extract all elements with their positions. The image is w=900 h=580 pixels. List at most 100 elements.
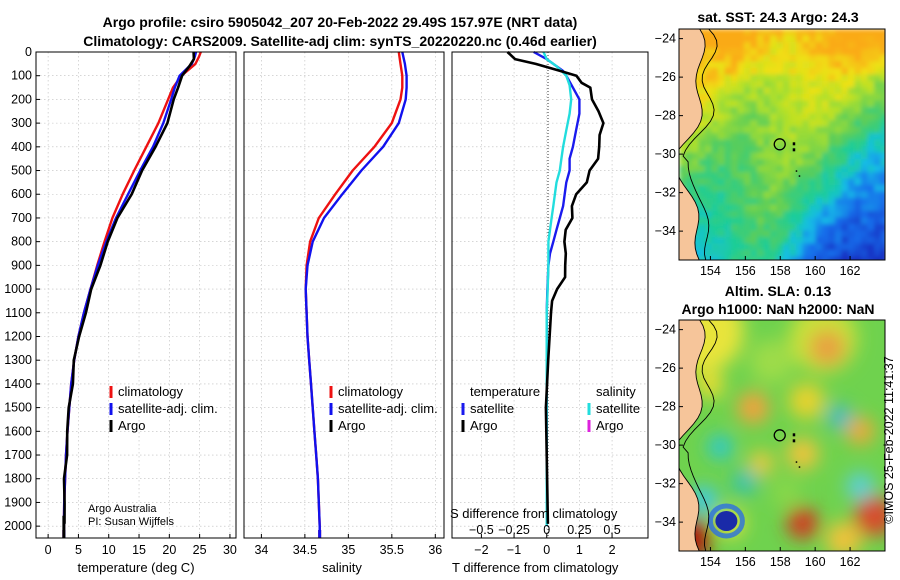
sst-cell — [789, 29, 797, 37]
sst-cell — [750, 237, 758, 245]
sst-cell — [848, 217, 856, 225]
sst-cell — [750, 250, 758, 258]
sst-cell — [737, 165, 745, 173]
sst-cell — [809, 139, 817, 147]
sst-cell — [731, 204, 739, 212]
sst-cell — [783, 68, 791, 76]
sst-cell — [789, 68, 797, 76]
sst-cell — [841, 191, 849, 199]
sst-cell — [796, 185, 804, 193]
sst-cell — [737, 113, 745, 121]
y-tick-label: 1500 — [4, 401, 32, 415]
temperature-xlabel: temperature (deg C) — [77, 560, 194, 575]
sst-cell — [796, 211, 804, 219]
sst-cell — [841, 146, 849, 154]
sst-cell — [880, 159, 885, 167]
sst-cell — [770, 198, 778, 206]
y-tick-label: 600 — [11, 187, 32, 201]
sst-cell — [744, 198, 752, 206]
x-tick-label: 20 — [162, 543, 176, 557]
sst-cell — [763, 243, 771, 251]
sst-cell — [796, 100, 804, 108]
sst-cell — [724, 94, 732, 102]
sst-cell — [815, 42, 823, 50]
sst-cell — [718, 126, 726, 134]
sst-cell — [848, 204, 856, 212]
sst-cell — [770, 230, 778, 238]
map-x-tick-label: 154 — [700, 555, 721, 569]
sst-cell — [822, 87, 830, 95]
sst-cell — [692, 237, 700, 245]
sst-cell — [757, 100, 765, 108]
sst-cell — [757, 68, 765, 76]
sst-cell — [802, 74, 810, 82]
sst-cell — [705, 243, 713, 251]
salinity-panel: 34 34.5 35 35.5 36 salinity climatology sate… — [243, 51, 445, 575]
sst-cell — [711, 113, 719, 121]
sst-cell — [711, 198, 719, 206]
sst-cell — [711, 230, 719, 238]
difference-xlabel: T difference from climatology — [452, 560, 619, 575]
sst-cell — [841, 94, 849, 102]
sst-cell — [874, 61, 882, 69]
sst-cell — [737, 172, 745, 180]
sst-cell — [757, 250, 765, 258]
sst-cell — [724, 152, 732, 160]
sst-cell — [789, 107, 797, 115]
sst-cell — [711, 172, 719, 180]
y-tick-label: 2000 — [4, 519, 32, 533]
sst-cell — [757, 243, 765, 251]
sst-cell — [776, 224, 784, 232]
sla-map-panel: Altim. SLA: 0.13 Argo h1000: NaN h2000: … — [655, 283, 886, 569]
sst-cell — [867, 126, 875, 134]
sst-cell — [848, 81, 856, 89]
sst-cell — [711, 55, 719, 63]
sst-cell — [802, 159, 810, 167]
sst-cell — [750, 191, 758, 199]
sst-cell — [796, 237, 804, 245]
sst-cell — [783, 139, 791, 147]
sst-cell — [744, 68, 752, 76]
sst-cell — [822, 198, 830, 206]
sst-cell — [757, 178, 765, 186]
sst-cell — [828, 224, 836, 232]
sst-cell — [874, 35, 882, 43]
sst-cell — [867, 250, 875, 258]
sst-cell — [789, 42, 797, 50]
sst-cell — [867, 68, 875, 76]
sst-cell — [822, 113, 830, 121]
sst-cell — [874, 113, 882, 121]
sst-cell — [822, 81, 830, 89]
sst-cell — [705, 68, 713, 76]
sst-cell — [835, 100, 843, 108]
sst-cell — [757, 35, 765, 43]
sst-cell — [705, 211, 713, 219]
sst-cell — [796, 81, 804, 89]
sst-cell — [776, 74, 784, 82]
x-tick-label: −1 — [507, 543, 521, 557]
sst-cell — [796, 256, 804, 260]
sst-cell — [692, 178, 700, 186]
sst-cell — [744, 81, 752, 89]
sst-cell — [880, 191, 885, 199]
sst-cell — [841, 211, 849, 219]
sst-cell — [880, 42, 885, 50]
sst-cell — [874, 172, 882, 180]
sla-blob — [772, 479, 801, 508]
sst-cell — [770, 29, 778, 37]
map-y-tick-label: −28 — [655, 109, 676, 123]
sst-cell — [880, 139, 885, 147]
sst-cell — [763, 133, 771, 141]
sla-low-eddy — [715, 510, 738, 531]
sst-cell — [724, 29, 732, 37]
sst-cell — [854, 256, 862, 260]
sst-cell — [750, 120, 758, 128]
sst-cell — [841, 126, 849, 134]
sst-cell — [698, 185, 706, 193]
salinity-legend: climatology satellite-adj. clim. Argo — [329, 384, 438, 433]
sst-cell — [848, 250, 856, 258]
sst-cell — [861, 250, 869, 258]
sst-cell — [783, 178, 791, 186]
sst-cell — [744, 87, 752, 95]
sst-cell — [698, 243, 706, 251]
